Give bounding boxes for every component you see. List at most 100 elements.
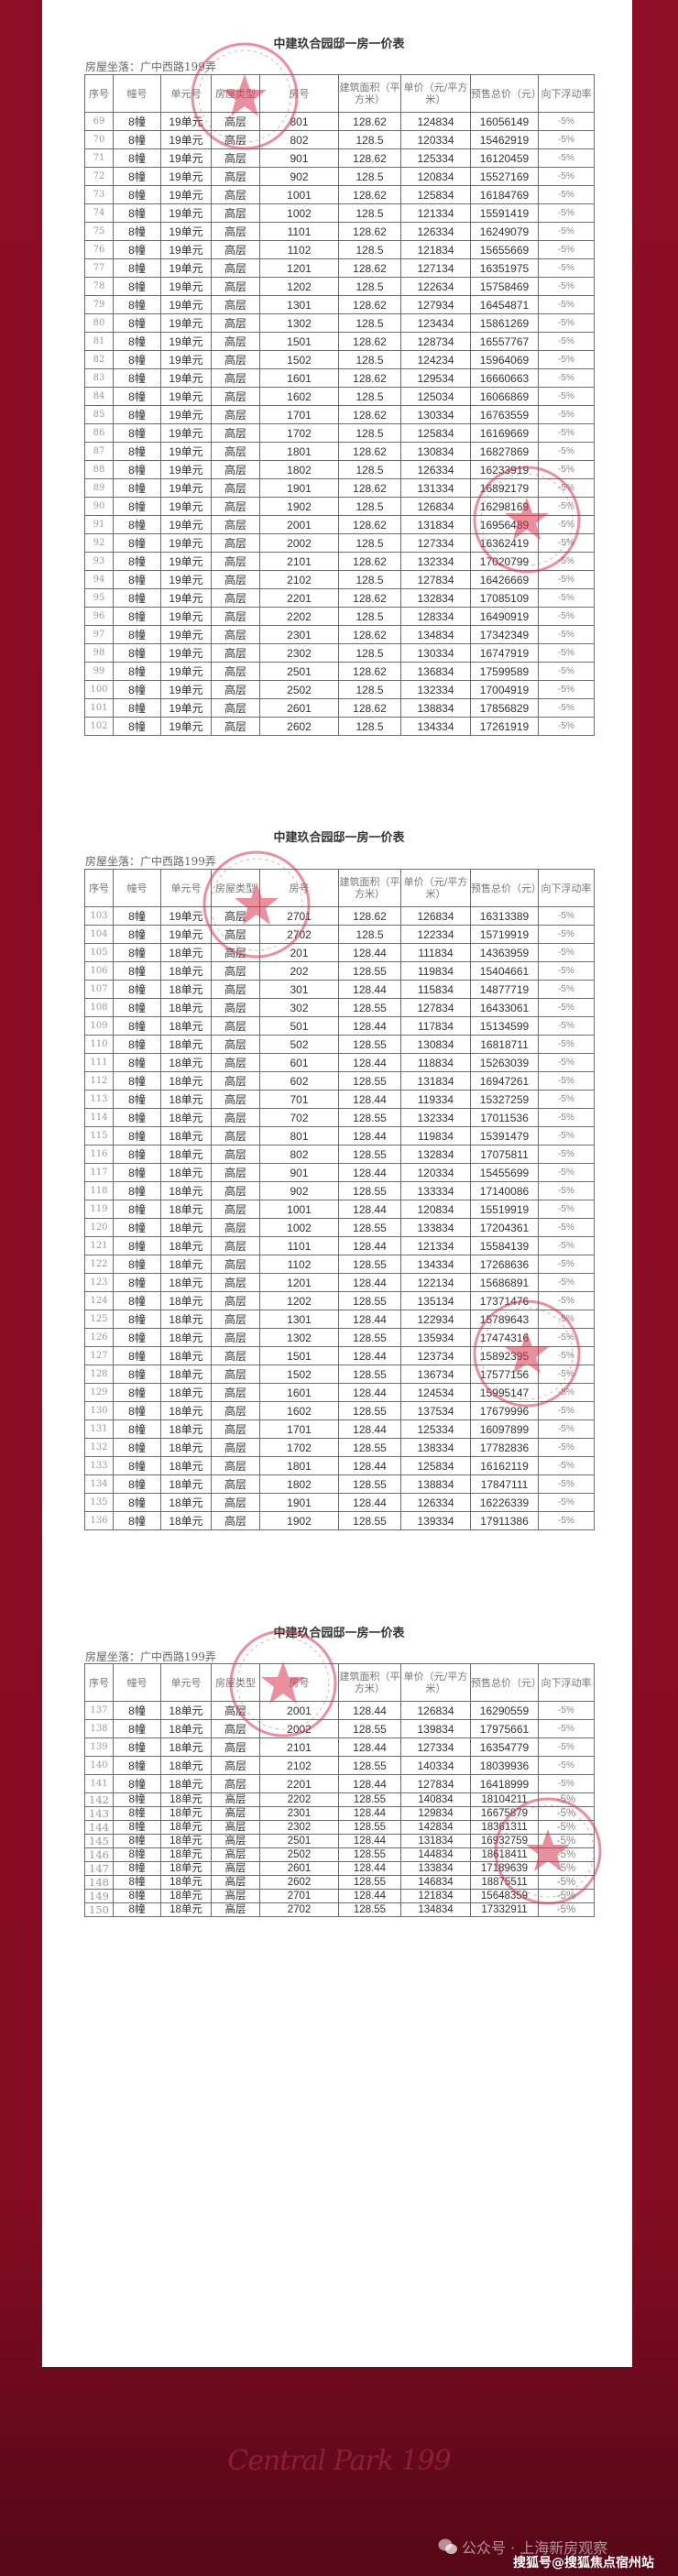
cell-building: 8幢	[113, 222, 161, 241]
cell-building: 8幢	[113, 258, 161, 278]
cell-room: 1202	[259, 1291, 339, 1310]
cell-room: 2202	[259, 1792, 339, 1807]
cell-seq: 132	[84, 1438, 114, 1457]
cell-building: 8幢	[113, 607, 161, 626]
cell-float-rate: -5%	[538, 1145, 595, 1164]
cell-seq: 90	[84, 497, 114, 516]
cell-area: 128.55	[338, 1902, 401, 1917]
cell-unit: 18单元	[160, 1719, 212, 1738]
cell-building: 8幢	[113, 1090, 161, 1109]
cell-type: 高层	[211, 112, 260, 131]
cell-room: 1802	[259, 1474, 339, 1494]
cell-room: 1502	[259, 1365, 339, 1384]
cell-total-price: 16249079	[470, 222, 539, 241]
cell-float-rate: -5%	[538, 1889, 595, 1903]
table-row: 128 8幢 18单元 高层 1502 128.55 136734 17577156 -5%	[84, 1365, 595, 1384]
table-row: 79 8幢 19单元 高层 1301 128.62 127934 16454871 -5%	[84, 295, 595, 314]
cell-building: 8幢	[113, 478, 161, 498]
property-location: 房屋坐落：广中西路199弄	[85, 855, 216, 868]
cell-unit: 19单元	[160, 497, 212, 516]
cell-unit: 18单元	[160, 1834, 212, 1848]
table-row: 134 8幢 18单元 高层 1802 128.55 138834 17847111 -5%	[84, 1474, 595, 1494]
cell-unit-price: 138334	[400, 1438, 471, 1457]
cell-total-price: 17599589	[470, 662, 539, 681]
table-row: 130 8幢 18单元 高层 1602 128.55 137534 17679996 -5%	[84, 1401, 595, 1420]
cell-total-price: 15404661	[470, 961, 539, 981]
cell-unit: 19单元	[160, 460, 212, 479]
table-row: 137 8幢 18单元 高层 2001 128.44 126834 16290559 -5%	[84, 1701, 595, 1720]
cell-type: 高层	[211, 1035, 260, 1054]
cell-unit-price: 120834	[400, 167, 471, 186]
cell-float-rate: -5%	[538, 1310, 595, 1329]
cell-float-rate: -5%	[538, 1236, 595, 1255]
cell-building: 8幢	[113, 497, 161, 516]
cell-unit-price: 142834	[400, 1820, 471, 1835]
price-table-title: 中建玖合园邸一房一价表	[273, 1627, 405, 1640]
cell-seq: 92	[84, 533, 114, 553]
cell-type: 高层	[211, 1902, 260, 1917]
table-row: 81 8幢 19单元 高层 1501 128.62 128734 16557767 -5%	[84, 332, 595, 351]
cell-total-price: 18104211	[470, 1792, 539, 1807]
cell-total-price: 16233919	[470, 460, 539, 479]
cell-unit: 18单元	[160, 1328, 212, 1347]
table-row: 113 8幢 18单元 高层 701 128.44 119334 15327259 -5%	[84, 1090, 595, 1109]
table-row: 106 8幢 18单元 高层 202 128.55 119834 15404661 -5%	[84, 961, 595, 981]
cell-type: 高层	[211, 368, 260, 388]
cell-seq: 115	[84, 1126, 114, 1145]
cell-room: 2101	[259, 552, 339, 571]
cell-room: 1601	[259, 1383, 339, 1402]
cell-room: 2202	[259, 607, 339, 626]
cell-total-price: 15455699	[470, 1163, 539, 1182]
cell-unit-price: 127834	[400, 570, 471, 589]
cell-room: 2601	[259, 1861, 339, 1876]
price-table-title: 中建玖合园邸一房一价表	[273, 831, 405, 845]
cell-float-rate: -5%	[538, 1071, 595, 1091]
cell-total-price: 16290559	[470, 1701, 539, 1720]
cell-unit: 18单元	[160, 1090, 212, 1109]
cell-unit: 19单元	[160, 570, 212, 589]
cell-type: 高层	[211, 167, 260, 186]
cell-area: 128.44	[338, 1737, 401, 1757]
header-float-rate: 向下浮动率	[538, 1663, 595, 1702]
table-row: 98 8幢 19单元 高层 2302 128.5 130334 16747919 -5%	[84, 643, 595, 663]
cell-total-price: 16763559	[470, 405, 539, 424]
table-row: 149 8幢 18单元 高层 2701 128.44 121834 15648359 -5%	[84, 1889, 595, 1903]
cell-area: 128.5	[338, 533, 401, 553]
cell-unit-price: 137534	[400, 1401, 471, 1420]
cell-area: 128.5	[338, 460, 401, 479]
cell-seq: 86	[84, 423, 114, 443]
cell-unit-price: 130334	[400, 643, 471, 663]
cell-room: 1002	[259, 203, 339, 223]
cell-unit: 19单元	[160, 906, 212, 926]
cell-room: 502	[259, 1035, 339, 1054]
cell-seq: 130	[84, 1401, 114, 1420]
cell-seq: 82	[84, 350, 114, 369]
cell-unit-price: 123434	[400, 313, 471, 333]
cell-seq: 149	[84, 1889, 114, 1903]
cell-total-price: 16818711	[470, 1035, 539, 1054]
cell-unit-price: 139334	[400, 1511, 471, 1530]
cell-unit-price: 120334	[400, 1163, 471, 1182]
cell-type: 高层	[211, 662, 260, 681]
cell-float-rate: -5%	[538, 478, 595, 498]
table-row: 73 8幢 19单元 高层 1001 128.62 125834 16184769 -5%	[84, 185, 595, 204]
header-type: 房屋类型	[211, 74, 260, 113]
table-row: 131 8幢 18单元 高层 1701 128.44 125334 16097899 -5%	[84, 1420, 595, 1439]
cell-unit-price: 140834	[400, 1792, 471, 1807]
cell-area: 128.55	[338, 1181, 401, 1200]
cell-building: 8幢	[113, 1902, 161, 1917]
cell-unit-price: 133834	[400, 1861, 471, 1876]
cell-seq: 100	[84, 680, 114, 699]
table-row: 77 8幢 19单元 高层 1201 128.62 127134 16351975 -5%	[84, 258, 595, 278]
cell-room: 1501	[259, 1346, 339, 1365]
cell-type: 高层	[211, 203, 260, 223]
cell-type: 高层	[211, 1255, 260, 1274]
cell-building: 8幢	[113, 1774, 161, 1793]
cell-unit: 18单元	[160, 1511, 212, 1530]
cell-area: 128.55	[338, 998, 401, 1017]
cell-float-rate: -5%	[538, 1493, 595, 1512]
cell-total-price: 16066869	[470, 387, 539, 406]
table-row: 85 8幢 19单元 高层 1701 128.62 130334 16763559 -5%	[84, 405, 595, 424]
wechat-watermark: 公众号 · 上海新房观察	[438, 2536, 607, 2558]
table-header-row: 序号 幢号 单元号 房屋类型 房号 建筑面积（平方米） 单价（元/平方米） 预售总价（元） 向下…	[84, 1663, 595, 1702]
